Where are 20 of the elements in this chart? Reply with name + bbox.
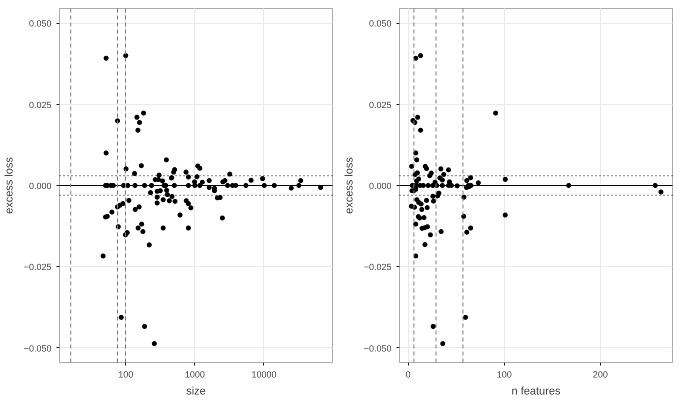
y-tick-label: −0.025 bbox=[24, 262, 52, 272]
x-tick-label: 0 bbox=[406, 370, 411, 380]
y-axis-title: excess loss bbox=[4, 156, 16, 214]
y-tick-label: 0.050 bbox=[368, 18, 392, 29]
y-tick-label: 0.000 bbox=[28, 181, 52, 191]
y-tick-label: 0.000 bbox=[368, 181, 392, 191]
y-tick-label: 0.025 bbox=[28, 100, 52, 110]
y-tick-label: 0.025 bbox=[368, 100, 392, 110]
x-tick-label: 10000 bbox=[251, 370, 277, 380]
y-tick-label: 0.050 bbox=[28, 18, 52, 29]
x-tick-label: 200 bbox=[592, 370, 608, 380]
x-tick-label: 1000 bbox=[184, 370, 205, 380]
x-axis-title: size bbox=[186, 386, 206, 398]
y-tick-label: −0.025 bbox=[364, 262, 392, 272]
x-axis-title: n features bbox=[512, 386, 561, 398]
y-tick-label: −0.050 bbox=[24, 343, 52, 354]
x-tick-label: 100 bbox=[496, 370, 512, 380]
y-axis-title: excess loss bbox=[344, 156, 356, 214]
x-tick-label: 100 bbox=[118, 370, 134, 380]
y-tick-label: −0.050 bbox=[364, 343, 392, 354]
